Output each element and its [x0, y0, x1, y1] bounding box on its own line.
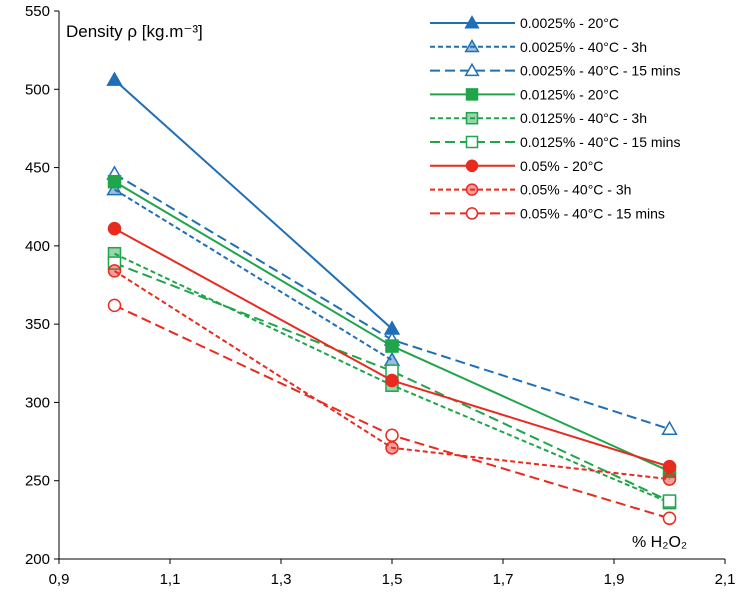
data-point	[385, 373, 399, 388]
x-tick-label: 1,1	[160, 571, 181, 588]
legend-marker	[464, 15, 480, 29]
x-tick-label: 0,9	[49, 571, 70, 588]
legend-label: 0.0125% - 40°C - 15 mins	[520, 134, 680, 150]
y-tick-label: 400	[25, 238, 50, 255]
x-tick-label: 1,3	[271, 571, 292, 588]
legend-label: 0.0125% - 20°C	[520, 86, 619, 102]
legend-marker	[465, 135, 479, 149]
legend-item: 0.0025% - 40°C - 15 mins	[430, 63, 680, 79]
series-6	[107, 221, 677, 474]
legend-item: 0.05% - 40°C - 3h	[430, 182, 631, 198]
series-3	[107, 174, 677, 479]
legend-label: 0.05% - 40°C - 15 mins	[520, 205, 665, 221]
x-axis-ticks: 0,9 1,1 1,3 1,5 1,7 1,9 2,1	[49, 559, 736, 588]
data-point	[107, 174, 122, 189]
x-tick-label: 1,5	[382, 571, 403, 588]
data-point	[662, 472, 677, 486]
y-axis-title: Density ρ [kg.m⁻³]	[66, 22, 203, 41]
x-axis-title: % H₂O₂	[632, 534, 687, 551]
legend-marker	[465, 88, 479, 101]
legend-label: 0.0025% - 20°C	[520, 15, 619, 31]
legend-marker	[465, 207, 479, 220]
data-point	[385, 428, 399, 443]
y-axis-ticks: 200 250 300 350 400 450 500 550	[25, 3, 59, 568]
series-line	[113, 188, 393, 362]
legend-item: 0.0125% - 40°C - 3h	[430, 110, 647, 126]
legend-marker	[464, 62, 480, 77]
y-tick-label: 300	[25, 394, 50, 411]
data-point	[106, 181, 123, 196]
x-tick-label: 1,7	[493, 571, 514, 588]
x-tick-label: 2,1	[715, 571, 736, 588]
series-7	[107, 264, 677, 486]
legend-item: 0.0025% - 40°C - 3h	[430, 39, 647, 55]
data-point	[106, 71, 123, 86]
legend-item: 0.0125% - 40°C - 15 mins	[430, 134, 680, 150]
y-tick-label: 200	[25, 551, 50, 568]
data-point	[385, 441, 399, 455]
data-point	[662, 459, 677, 474]
legend-marker	[464, 38, 480, 53]
legend-label: 0.0025% - 40°C - 3h	[520, 39, 647, 55]
legend: 0.0025% - 20°C 0.0025% - 40°C - 3h 0.0025%…	[420, 11, 725, 232]
series-line	[113, 270, 670, 481]
series-8	[107, 298, 677, 526]
y-tick-label: 450	[25, 160, 50, 177]
series-layer	[106, 71, 678, 526]
legend-label: 0.05% - 20°C	[520, 158, 603, 174]
legend-marker	[465, 111, 479, 125]
legend-label: 0.0025% - 40°C - 15 mins	[520, 63, 680, 79]
series-line	[114, 262, 670, 502]
legend-item: 0.05% - 40°C - 15 mins	[430, 205, 665, 221]
y-tick-label: 350	[25, 316, 50, 333]
series-line	[113, 79, 393, 330]
data-point	[385, 339, 399, 353]
data-point	[662, 494, 677, 508]
data-point	[107, 221, 122, 236]
data-point	[662, 511, 677, 526]
legend-label: 0.05% - 40°C - 3h	[520, 182, 631, 198]
data-point	[661, 420, 678, 435]
data-point	[107, 298, 122, 313]
y-tick-label: 500	[25, 81, 50, 98]
legend-item: 0.0025% - 20°C	[430, 15, 619, 31]
legend-item: 0.0125% - 20°C	[430, 86, 619, 102]
data-point	[107, 264, 122, 278]
legend-item: 0.05% - 20°C	[430, 158, 603, 174]
legend-marker	[465, 159, 479, 173]
y-tick-label: 250	[25, 473, 50, 490]
x-tick-label: 1,9	[604, 571, 625, 588]
legend-label: 0.0125% - 40°C - 3h	[520, 110, 647, 126]
y-tick-label: 550	[25, 3, 50, 20]
legend-marker	[465, 183, 479, 196]
